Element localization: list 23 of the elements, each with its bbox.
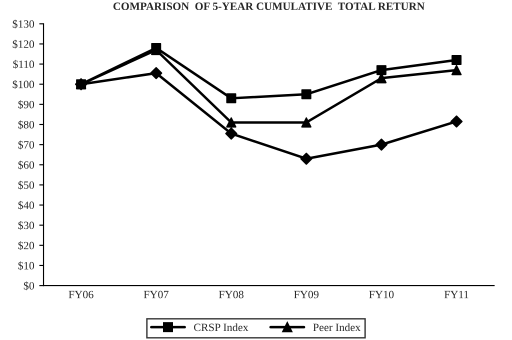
y-tick-label: $80	[18, 120, 34, 130]
y-tick-label: $0	[24, 281, 34, 290]
y-tick-label: $130	[12, 20, 34, 28]
y-tick-label: $20	[18, 241, 34, 250]
legend-label: Peer Index	[313, 323, 361, 332]
x-tick-label: FY10	[369, 290, 394, 298]
y-tick-label: $40	[18, 200, 34, 210]
y-tick-label: $120	[12, 40, 34, 49]
y-tick-label: $10	[18, 261, 34, 270]
y-tick-label: $90	[18, 100, 34, 110]
x-tick-label: FY09	[294, 290, 319, 298]
x-tick-label: FY11	[444, 290, 468, 298]
x-tick-label: FY08	[218, 290, 244, 298]
x-tick-label: FY07	[144, 290, 168, 298]
x-tick-label: FY06	[68, 290, 94, 298]
y-tick-label: $110	[13, 60, 34, 69]
y-tick-label: $50	[18, 180, 34, 190]
y-tick-label: $30	[18, 220, 34, 230]
y-tick-label: $70	[18, 140, 34, 150]
y-tick-label: $60	[18, 160, 34, 170]
y-tick-label: $100	[12, 80, 34, 89]
chart-title: COMPARISON OF 5-YEAR CUMULATIVE TOTAL RETURN	[113, 2, 425, 10]
legend-label: CRSP Index	[194, 323, 248, 332]
